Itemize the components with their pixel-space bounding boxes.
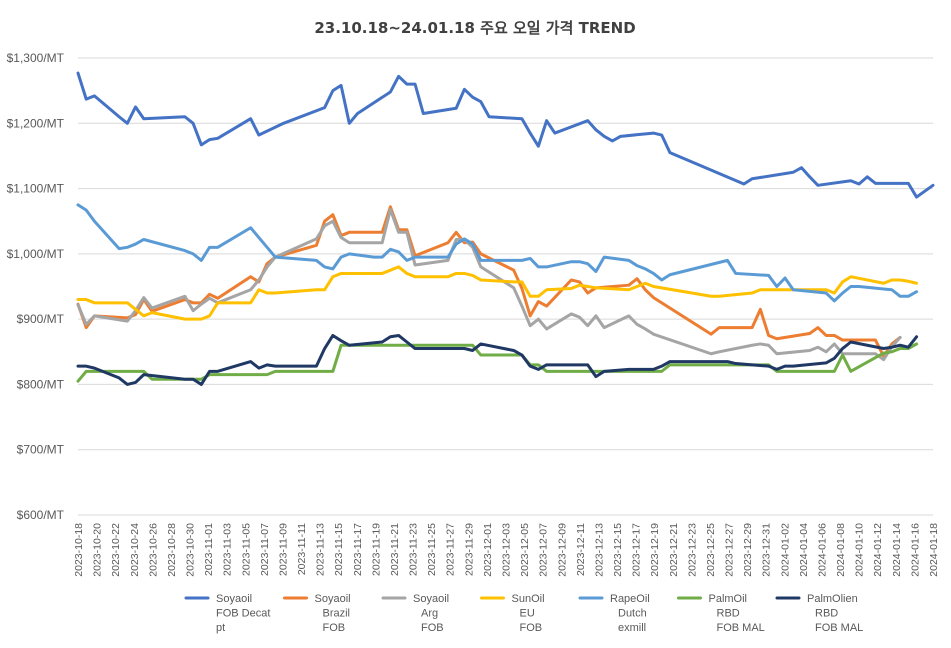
legend-label: exmill <box>618 622 646 634</box>
legend-label: Brazil <box>323 608 351 620</box>
legend-label: SunOil <box>512 593 545 605</box>
x-tick-label: 2023-11-09 <box>277 523 289 576</box>
legend-label: RBD <box>815 608 838 620</box>
x-tick-label: 2023-11-13 <box>315 523 327 576</box>
series-line-1 <box>76 71 935 199</box>
x-tick-label: 2024-01-14 <box>891 523 903 577</box>
legend-label: FOB <box>323 622 346 634</box>
x-tick-label: 2023-11-19 <box>370 523 382 576</box>
y-tick-label: $1,300/MT <box>7 51 65 65</box>
x-tick-label: 2023-12-01 <box>482 523 494 577</box>
x-tick-label: 2023-12-21 <box>668 523 680 577</box>
series-lines <box>76 71 935 386</box>
x-axis-tick-labels: 2023-10-18 2023-10-20 2023-10-22 2023-10-24… <box>73 523 940 577</box>
legend-label: FOB MAL <box>717 622 765 634</box>
x-tick-label: 2023-12-17 <box>631 523 643 577</box>
x-tick-label: 2023-11-03 <box>222 523 234 576</box>
x-tick-label: 2023-12-09 <box>556 523 568 577</box>
x-tick-label: 2024-01-06 <box>816 523 828 577</box>
x-tick-label: 2024-01-12 <box>872 523 884 577</box>
series-line-7 <box>76 333 919 386</box>
legend-label: Soyaoil <box>413 593 449 605</box>
legend-label: FOB <box>520 622 543 634</box>
x-tick-label: 2023-11-01 <box>203 523 215 576</box>
x-tick-label: 2023-11-05 <box>240 523 252 576</box>
series-line-6 <box>76 342 919 383</box>
y-tick-label: $1,100/MT <box>7 182 65 196</box>
legend-label: EU <box>520 608 535 620</box>
legend-label: Soyaoil <box>315 593 351 605</box>
x-tick-label: 2023-12-25 <box>705 523 717 577</box>
y-tick-label: $1,000/MT <box>7 247 65 261</box>
legend-label: Arg <box>421 608 438 620</box>
x-tick-label: 2023-11-15 <box>333 523 345 576</box>
x-tick-label: 2023-10-30 <box>185 523 197 577</box>
x-tick-label: 2023-12-15 <box>612 523 624 577</box>
x-tick-label: 2023-11-21 <box>389 523 401 576</box>
series-line-3 <box>76 207 902 362</box>
x-tick-label: 2023-10-28 <box>166 523 178 577</box>
x-tick-label: 2023-11-25 <box>426 523 438 576</box>
legend-label: FOB MAL <box>815 622 863 634</box>
x-tick-label: 2023-10-26 <box>147 523 159 577</box>
x-tick-label: 2023-12-05 <box>519 523 531 577</box>
legend-label: Dutch <box>618 608 647 620</box>
x-tick-label: 2023-10-22 <box>110 523 122 577</box>
legend-label: FOB <box>421 622 444 634</box>
x-tick-label: 2024-01-16 <box>909 523 921 577</box>
y-tick-label: $700/MT <box>17 443 65 457</box>
series-line-4 <box>76 265 919 321</box>
x-tick-label: 2023-12-23 <box>686 523 698 577</box>
y-tick-label: $900/MT <box>17 312 65 326</box>
x-tick-label: 2023-10-20 <box>92 523 104 577</box>
x-tick-label: 2023-12-03 <box>501 523 513 577</box>
x-tick-label: 2023-12-29 <box>742 523 754 577</box>
x-tick-label: 2023-10-18 <box>73 523 85 577</box>
legend-label: Soyaoil <box>216 593 252 605</box>
legend-label: PalmOlien <box>807 593 858 605</box>
x-tick-label: 2023-11-29 <box>463 523 475 576</box>
x-tick-label: 2023-10-24 <box>129 523 141 577</box>
x-tick-label: 2023-11-07 <box>259 523 271 576</box>
legend-label: FOB Decat <box>216 608 270 620</box>
gridlines <box>78 57 933 516</box>
x-tick-label: 2023-11-27 <box>445 523 457 576</box>
x-tick-label: 2024-01-04 <box>798 523 810 577</box>
legend-label: RBD <box>717 608 740 620</box>
x-tick-label: 2023-11-23 <box>408 523 420 576</box>
legend-label: RapeOil <box>610 593 650 605</box>
legend: Soyaoil FOB Decat pt Soyaoil Brazil FOB Soyaoi… <box>184 593 863 634</box>
y-tick-label: $800/MT <box>17 377 65 391</box>
x-tick-label: 2023-11-17 <box>352 523 364 576</box>
x-tick-label: 2023-12-27 <box>724 523 736 577</box>
x-tick-label: 2023-12-11 <box>575 523 587 576</box>
x-tick-label: 2023-12-31 <box>761 523 773 577</box>
x-tick-label: 2023-12-19 <box>649 523 661 577</box>
x-tick-label: 2023-12-13 <box>593 523 605 577</box>
y-tick-label: $600/MT <box>17 508 65 522</box>
x-tick-label: 2024-01-02 <box>779 523 791 577</box>
x-tick-label: 2023-12-07 <box>538 523 550 577</box>
series-line-5 <box>76 203 919 303</box>
x-tick-label: 2023-11-11 <box>296 523 308 575</box>
x-tick-label: 2024-01-10 <box>854 523 866 577</box>
series-line-2 <box>76 205 902 358</box>
y-tick-label: $1,200/MT <box>7 116 65 130</box>
x-tick-label: 2024-01-18 <box>928 523 940 577</box>
x-tick-label: 2024-01-08 <box>835 523 847 577</box>
legend-label: pt <box>216 622 225 634</box>
legend-label: PalmOil <box>709 593 748 605</box>
chart-title: 23.10.18~24.01.18 주요 오일 가격 TREND <box>314 19 635 37</box>
y-axis-tick-labels: $600/MT $700/MT $800/MT $900/MT $1,000/MT $1,… <box>7 51 65 522</box>
